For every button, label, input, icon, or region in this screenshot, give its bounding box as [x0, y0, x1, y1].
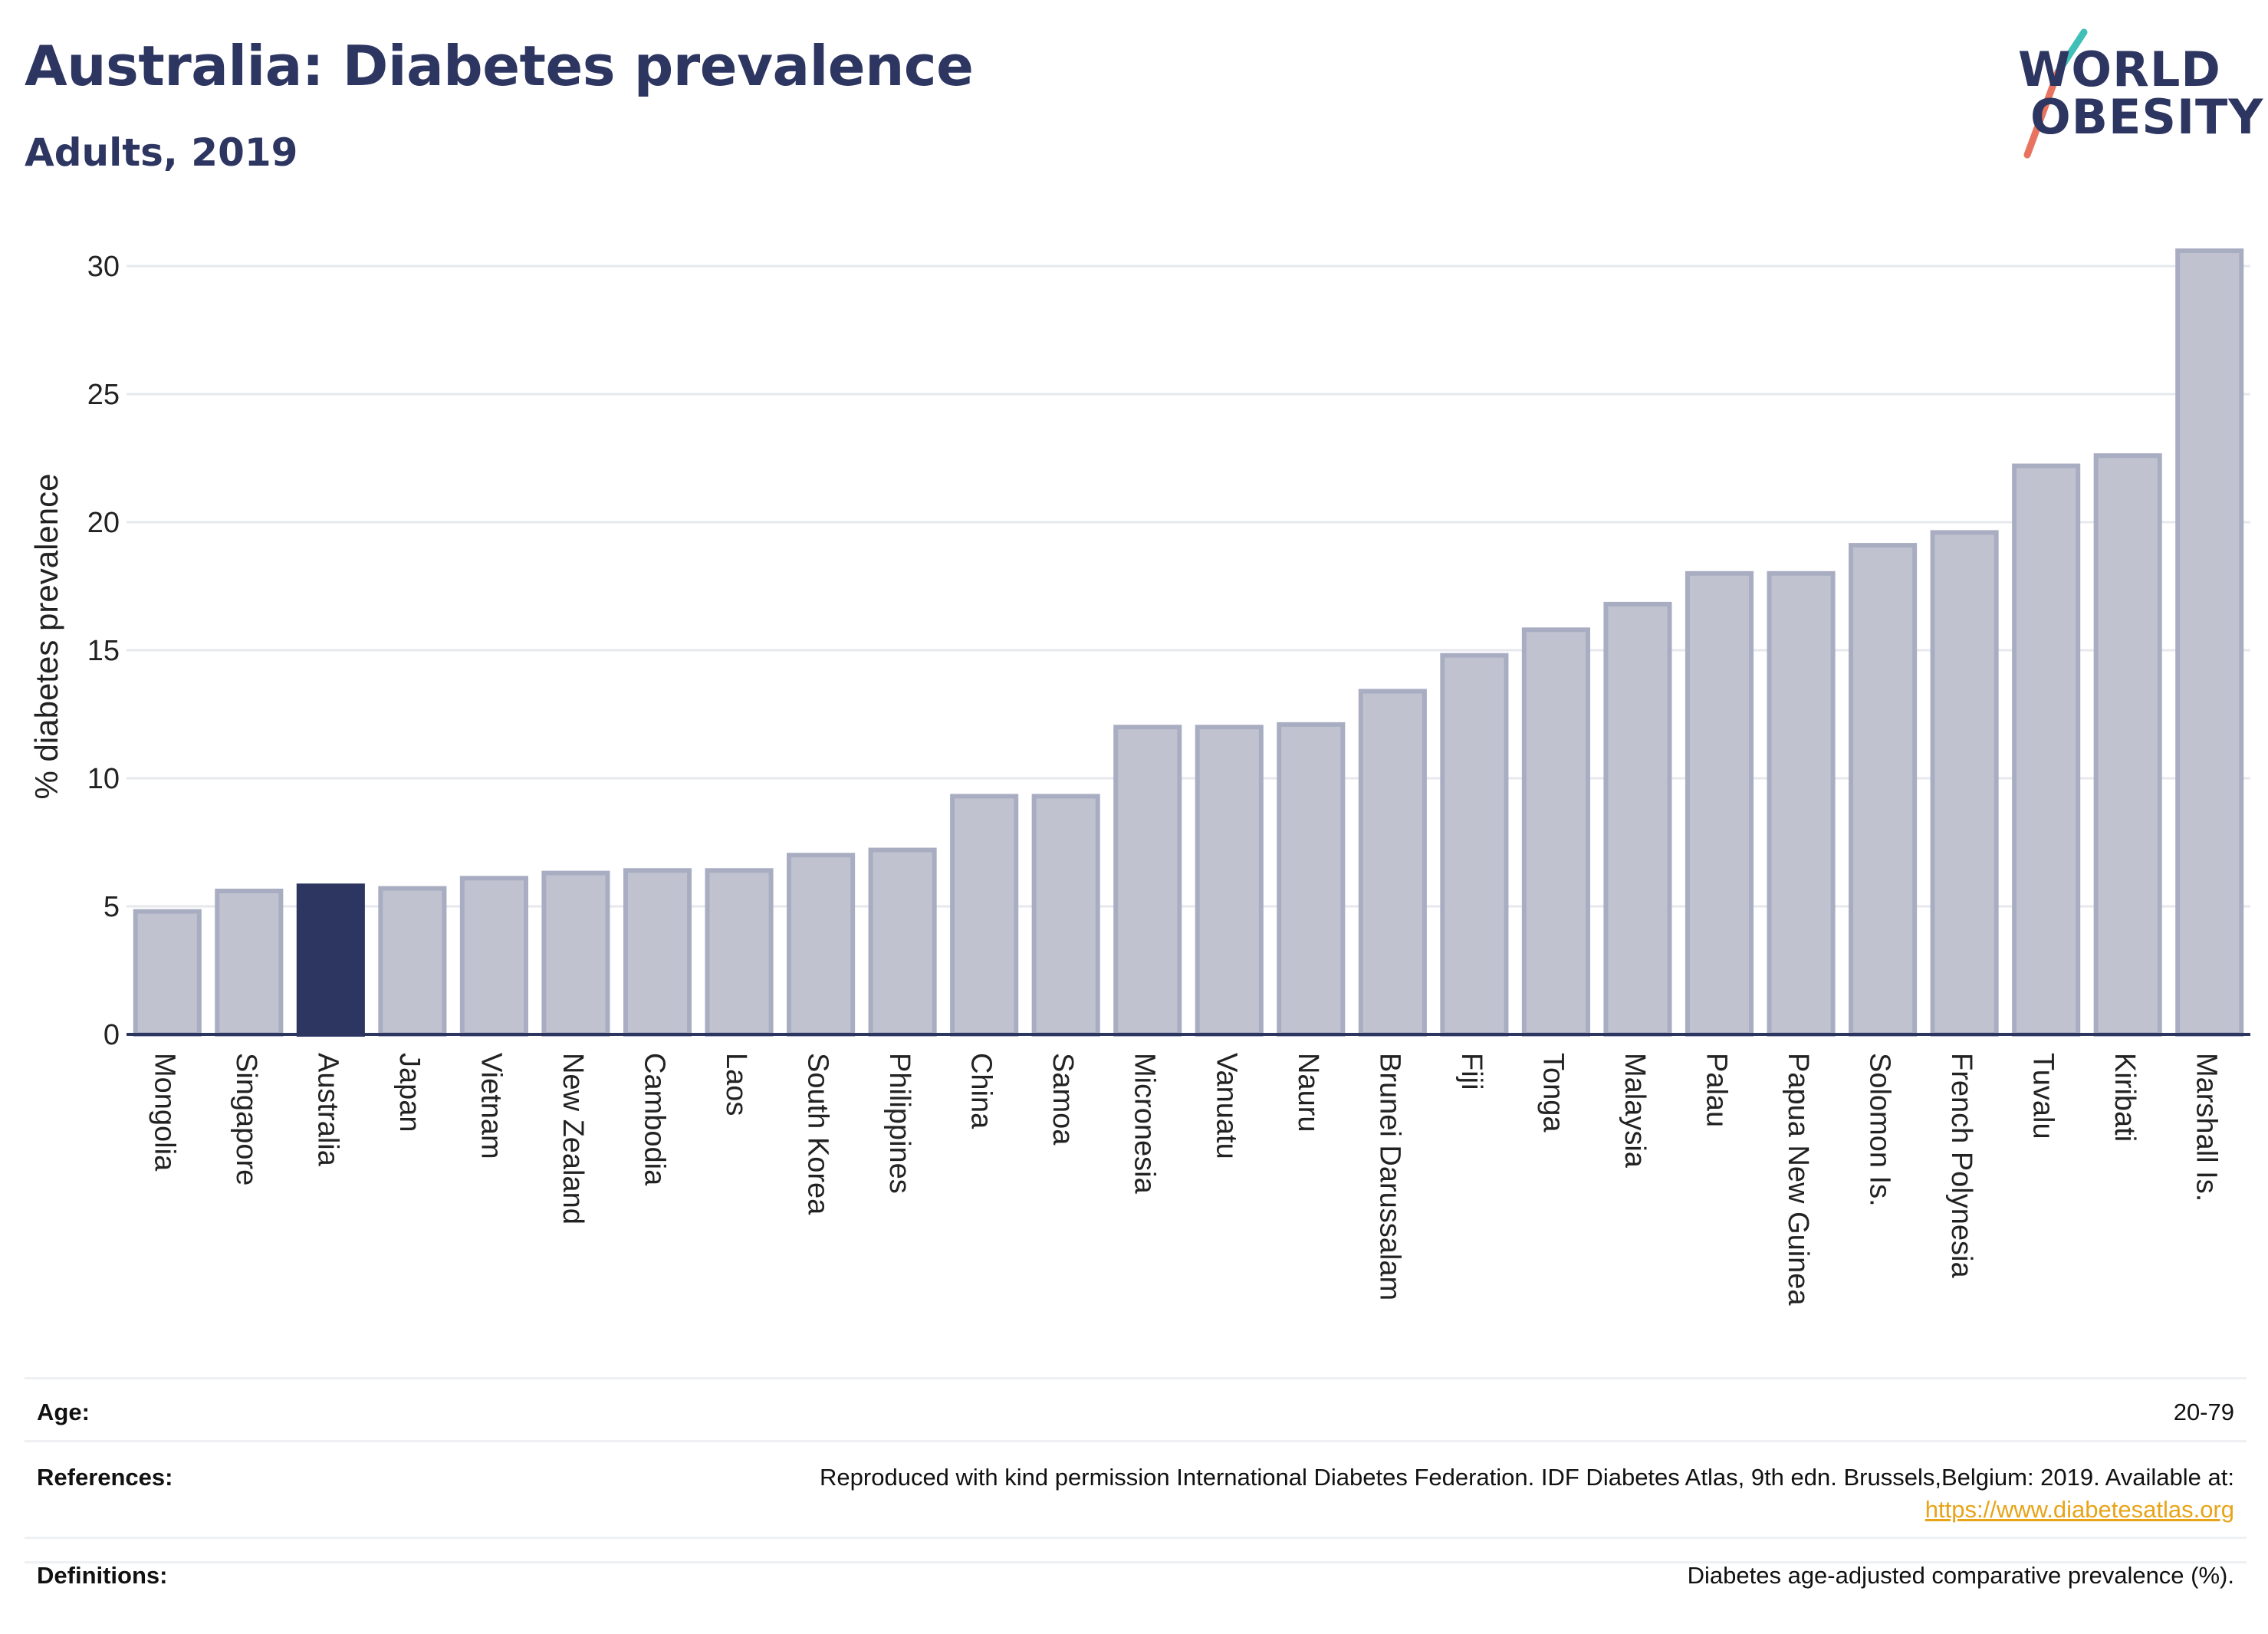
bars: [133, 248, 2244, 1037]
y-tick-label: 5: [104, 891, 120, 923]
x-tick-label: Nauru: [1292, 1053, 1324, 1133]
y-tick-label: 30: [87, 251, 120, 283]
y-tick-label: 10: [87, 763, 120, 795]
x-tick-label: Micronesia: [1129, 1053, 1161, 1195]
x-tick-label: Kiribati: [2109, 1053, 2141, 1142]
bar-cambodia: [623, 868, 692, 1037]
x-tick-label: Philippines: [883, 1053, 915, 1194]
bar-kiribati: [2093, 453, 2162, 1037]
bar-tonga: [1521, 627, 1590, 1037]
bar-french-polynesia: [1930, 530, 1999, 1037]
bar-mongolia: [133, 909, 202, 1037]
bar-philippines: [868, 847, 937, 1037]
world-obesity-logo: WORLD OBESITY: [1994, 23, 2263, 161]
bar-singapore: [215, 888, 284, 1037]
bar-japan: [378, 886, 447, 1037]
bar-fiji: [1440, 653, 1509, 1037]
y-tick-label: 0: [104, 1019, 120, 1051]
x-tick-label: Fiji: [1455, 1053, 1487, 1090]
x-tick-label: Vietnam: [475, 1053, 507, 1159]
definitions-label: Definitions:: [37, 1562, 168, 1589]
x-tick-label: Malaysia: [1619, 1053, 1651, 1169]
logo-slash-icon: [2023, 28, 2088, 159]
y-tick-label: 25: [87, 379, 120, 411]
meta-references-row: References: Reproduced with kind permiss…: [25, 1440, 2247, 1539]
meta-age-row: Age: 20-79: [25, 1377, 2247, 1441]
references-label: References:: [37, 1464, 173, 1491]
bar-chart: 0 5 10 15 20 25 30 Mongolia Singapore Australia J…: [28, 248, 2250, 1306]
bar-laos: [705, 868, 774, 1037]
bar-vietnam: [459, 876, 528, 1037]
references-link[interactable]: https://www.diabetesatlas.org: [1925, 1496, 2234, 1523]
x-tick-label: Australia: [311, 1053, 343, 1167]
bar-micronesia: [1113, 725, 1182, 1037]
y-axis-label: % diabetes prevalence: [28, 474, 64, 800]
bar-papua-new-guinea: [1767, 570, 1836, 1037]
x-tick-label: Tonga: [1537, 1053, 1569, 1133]
x-tick-label: Solomon Is.: [1864, 1053, 1896, 1207]
meta-definitions-row: Definitions: Diabetes age-adjusted compa…: [25, 1537, 2247, 1589]
bar-nauru: [1277, 722, 1346, 1037]
y-tick-label: 20: [87, 507, 120, 539]
logo-slash-coral: [2023, 68, 2062, 159]
bar-samoa: [1031, 794, 1100, 1037]
meta-bottom-divider: [25, 1561, 2247, 1563]
bar-australia: [296, 883, 365, 1037]
x-tick-label: Marshall Is.: [2191, 1053, 2223, 1202]
age-label: Age:: [37, 1399, 90, 1425]
x-tick-label: Laos: [720, 1053, 752, 1116]
x-tick-label: French Polynesia: [1945, 1053, 1977, 1278]
x-tick-label: China: [965, 1053, 998, 1129]
x-tick-label: Vanuatu: [1210, 1053, 1242, 1159]
bar-china: [950, 794, 1019, 1037]
bar-malaysia: [1603, 601, 1672, 1037]
x-tick-label: Brunei Darussalam: [1373, 1053, 1405, 1300]
y-tick-label: 15: [87, 635, 120, 667]
page-title: Australia: Diabetes prevalence: [25, 34, 974, 98]
bar-new-zealand: [541, 870, 610, 1037]
bar-palau: [1685, 570, 1754, 1037]
references-text: Reproduced with kind permission Internat…: [820, 1464, 2234, 1491]
x-tick-label: Tuvalu: [2027, 1053, 2059, 1139]
x-tick-label: South Korea: [802, 1053, 834, 1215]
y-tick-labels: 0 5 10 15 20 25 30: [87, 251, 120, 1051]
x-tick-label: Papua New Guinea: [1782, 1053, 1814, 1306]
definitions-text: Diabetes age-adjusted comparative preval…: [1687, 1562, 2234, 1589]
bar-brunei-darussalam: [1358, 689, 1427, 1037]
age-value: 20-79: [2173, 1399, 2234, 1425]
x-tick-label: Singapore: [230, 1053, 262, 1185]
page-subtitle: Adults, 2019: [25, 130, 298, 175]
x-tick-labels: Mongolia Singapore Australia Japan Vietnam Ne…: [148, 1053, 2222, 1306]
logo-line1: WORLD: [2018, 41, 2221, 97]
x-tick-label: Palau: [1701, 1053, 1733, 1127]
x-tick-label: Cambodia: [639, 1053, 671, 1186]
bar-solomon-is: [1849, 543, 1918, 1037]
logo-line2: OBESITY: [2030, 89, 2264, 145]
bar-tuvalu: [2012, 463, 2081, 1037]
x-tick-label: Samoa: [1047, 1053, 1079, 1146]
logo-slash-teal: [2054, 28, 2088, 76]
x-tick-label: Japan: [393, 1053, 426, 1133]
bar-south-korea: [787, 853, 856, 1037]
bar-vanuatu: [1195, 725, 1264, 1037]
x-tick-label: New Zealand: [557, 1053, 589, 1225]
x-tick-label: Mongolia: [148, 1053, 180, 1172]
bar-marshall-is: [2175, 248, 2244, 1037]
